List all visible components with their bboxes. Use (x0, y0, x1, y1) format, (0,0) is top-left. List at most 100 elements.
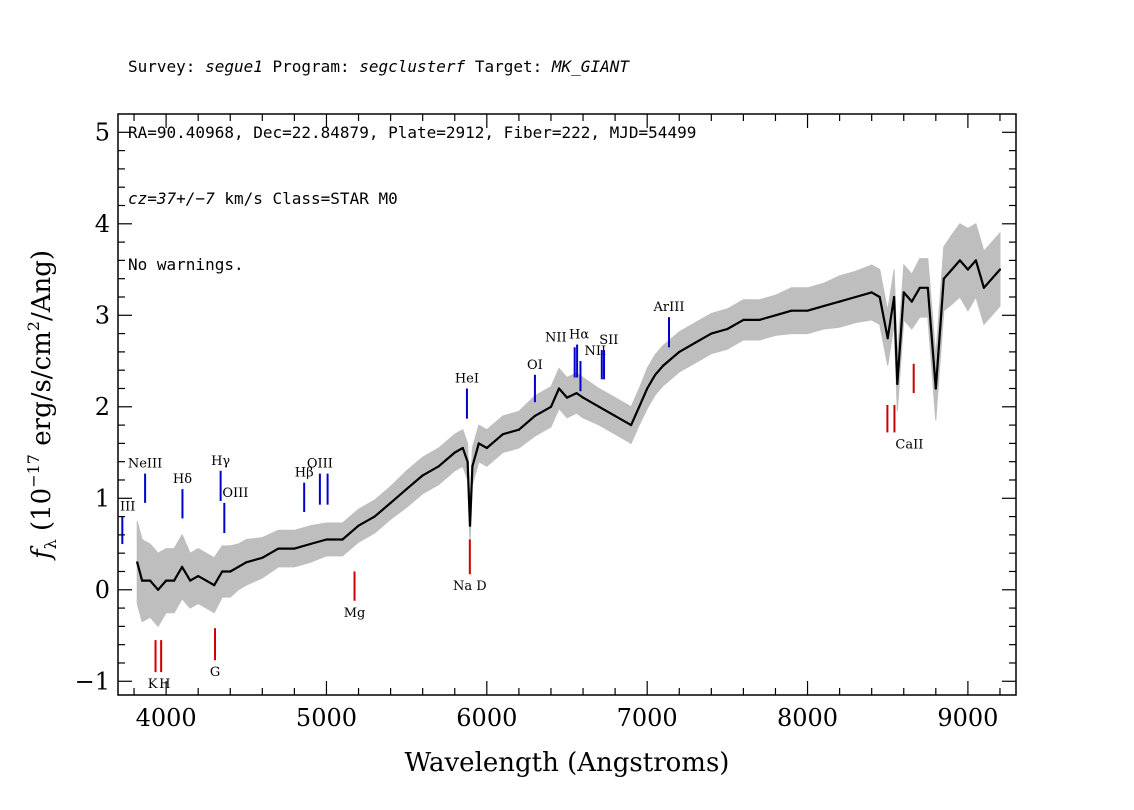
x-axis-title: Wavelength (Angstroms) (405, 748, 730, 778)
flux-point (437, 465, 440, 468)
flux-point (517, 428, 521, 431)
flux-point (886, 337, 889, 340)
flux-point (468, 524, 472, 527)
flux-point (373, 515, 376, 518)
flux-point (958, 259, 962, 262)
flux-point (229, 570, 232, 573)
program-label: Program: (272, 57, 350, 76)
flux-point (726, 327, 729, 331)
flux-point (662, 364, 665, 367)
spectral-line-label: Hα (569, 328, 589, 343)
flux-point (774, 314, 777, 317)
flux-point (405, 488, 408, 491)
spectral-line-label: SII (599, 333, 618, 348)
spectral-line-label: OIII (307, 457, 333, 472)
flux-point (598, 405, 601, 408)
y-tick-label: 3 (95, 301, 110, 329)
target-value: MK_GIANT (551, 57, 629, 76)
flux-point (565, 396, 569, 399)
flux-point (309, 542, 312, 546)
flux-point (213, 584, 216, 587)
y-axis-subscript: λ (41, 539, 60, 549)
spectral-line-label: G (210, 665, 220, 680)
spectral-line-label: Hβ (295, 466, 314, 481)
flux-point (896, 382, 899, 385)
flux-point (149, 579, 152, 582)
x-tick-label: 8000 (777, 704, 838, 732)
flux-point (822, 305, 825, 308)
flux-point (926, 286, 929, 289)
spectral-line-label: NII (584, 344, 606, 359)
spectral-line-label: NII (545, 330, 567, 345)
flux-point (710, 332, 713, 335)
x-tick-label: 4000 (136, 704, 197, 732)
flux-point (998, 268, 1002, 271)
flux-point (181, 565, 184, 569)
header-line-4: No warnings. (128, 255, 244, 274)
x-tick-label: 6000 (456, 704, 517, 732)
flux-point (461, 446, 464, 450)
y-tick-label: 5 (95, 118, 110, 146)
flux-point (575, 392, 578, 395)
header-line-3: cz=37+/−7 km/s Class=STAR M0 (128, 188, 696, 210)
y-axis-exponent: −17 (24, 454, 43, 488)
survey-value: segue1 (205, 57, 263, 76)
flux-point (966, 268, 970, 271)
y-tick-label: 1 (95, 484, 110, 512)
flux-point (758, 318, 761, 321)
spectrum-header: Survey: segue1 Program: segclusterf Targ… (128, 12, 696, 298)
spectral-line-label: Mg (344, 606, 366, 621)
flux-point (205, 579, 208, 582)
flux-point (646, 387, 649, 390)
flux-point (950, 268, 954, 271)
flux-point (173, 579, 176, 582)
flux-point (421, 474, 424, 477)
y-axis-title: fλ (10−17 erg/s/cm2/Ang) (24, 250, 60, 561)
spectral-line-label: Hδ (173, 472, 192, 487)
flux-point (237, 565, 240, 569)
flux-point (614, 414, 617, 417)
flux-point (893, 295, 896, 299)
flux-point (742, 318, 745, 321)
flux-point (982, 286, 986, 289)
flux-point (341, 538, 344, 541)
flux-point (870, 291, 873, 294)
flux-point (790, 309, 793, 312)
flux-point (942, 277, 945, 280)
error-envelope (136, 223, 1001, 628)
spectral-line-label: OIII (222, 486, 248, 501)
flux-point (389, 501, 392, 504)
spectral-line-label: ArIII (652, 300, 684, 315)
flux-point (838, 300, 841, 303)
spectral-line-label: III (120, 500, 135, 515)
flux-point (557, 387, 561, 390)
flux-point (141, 579, 144, 582)
flux-point (325, 538, 328, 541)
x-tick-label: 9000 (937, 704, 998, 732)
spectral-line-label: CaII (895, 437, 923, 452)
flux-point (549, 405, 553, 408)
flux-point (878, 295, 881, 299)
flux-point (466, 460, 469, 463)
flux-point (501, 433, 504, 436)
flux-point (157, 588, 160, 591)
flux-point (261, 556, 264, 559)
flux-point (806, 309, 809, 312)
flux-point (630, 424, 633, 427)
flux-point (453, 451, 456, 454)
flux-point (197, 575, 200, 578)
flux-point (694, 341, 697, 344)
spectral-line-label: HeI (455, 371, 479, 386)
spectral-line-label: Na D (453, 579, 487, 594)
plot-frame (117, 113, 1017, 696)
flux-point (910, 300, 913, 303)
flux-point (678, 350, 681, 353)
flux-point (477, 442, 480, 445)
class-info: km/s Class=STAR M0 (214, 189, 398, 208)
spectral-line-label: Hγ (211, 454, 230, 469)
y-tick-label: −1 (75, 667, 110, 695)
flux-point (357, 524, 360, 527)
ticks-layer: 4000 5000 6000 7000 8000 9000 −1 0 1 2 3 4 5 (75, 114, 1016, 732)
